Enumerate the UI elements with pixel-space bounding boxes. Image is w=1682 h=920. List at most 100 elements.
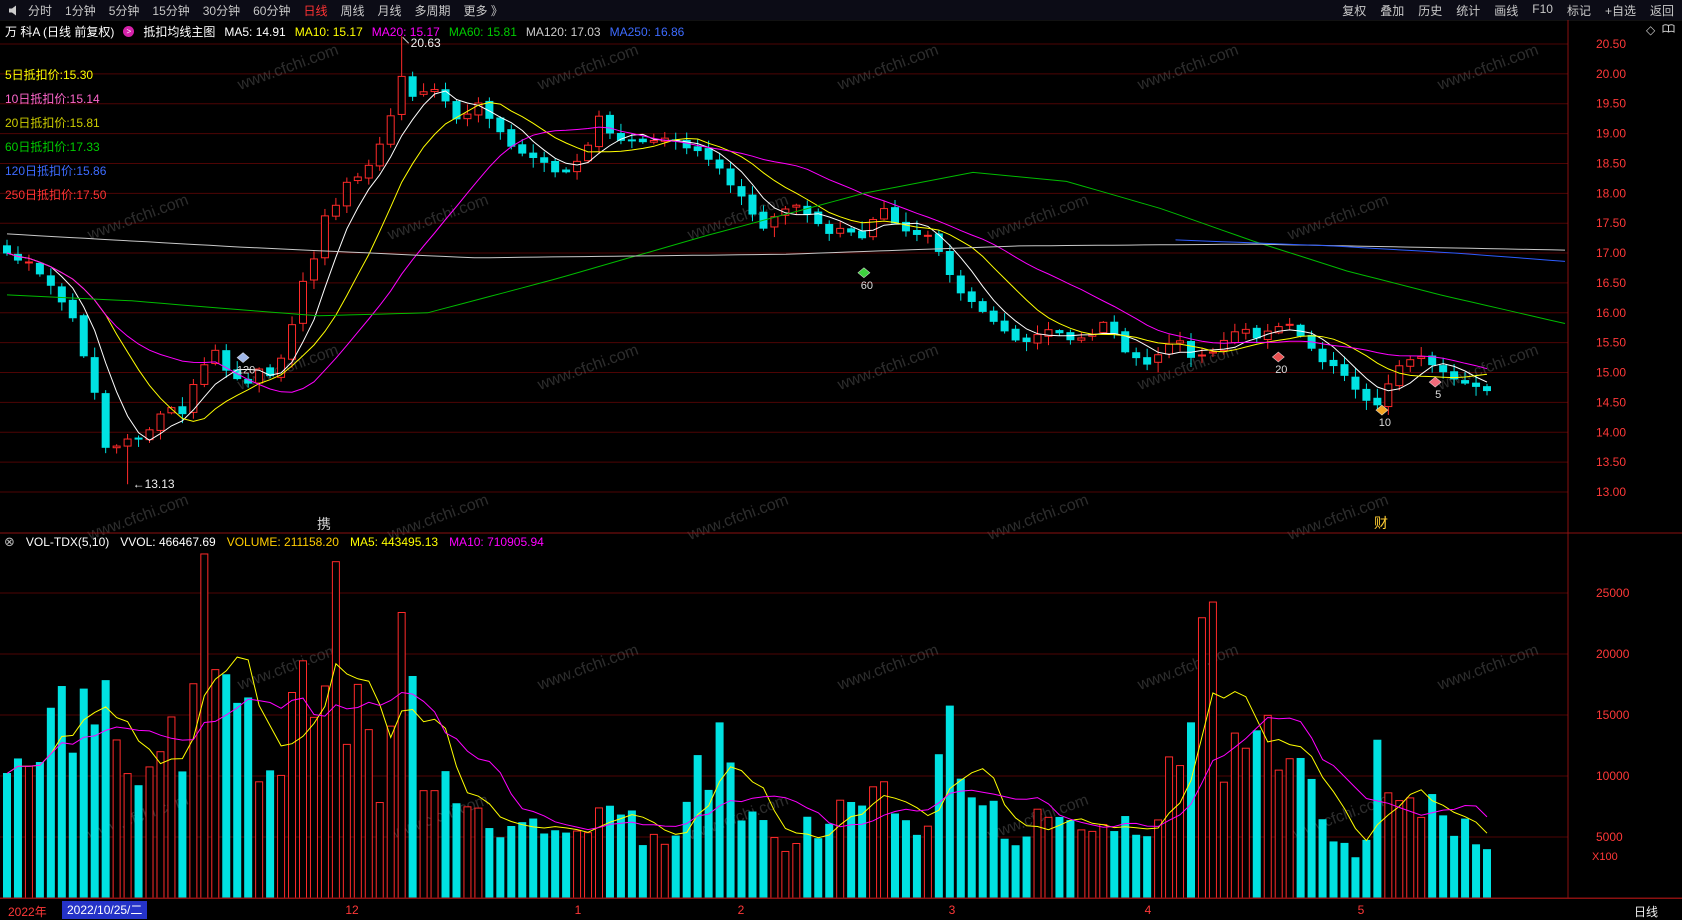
svg-text:www.cfchi.com: www.cfchi.com [985, 192, 1091, 245]
svg-text:www.cfchi.com: www.cfchi.com [835, 342, 941, 395]
stray-char-right: 财 [1374, 515, 1388, 531]
ma20-value: MA20: 15.17 [371, 24, 440, 39]
btn-history[interactable]: 历史 [1418, 3, 1443, 18]
volume-header: ⊗ VOL-TDX(5,10) VVOL: 466467.69 VOLUME: … [4, 534, 555, 550]
diamond-icon[interactable]: ◇ [1646, 23, 1656, 37]
ma250-value: MA250: 16.86 [609, 24, 685, 39]
tab-1min[interactable]: 1分钟 [65, 3, 96, 18]
header-right-icons: ◇ [1646, 23, 1675, 37]
svg-text:60: 60 [861, 280, 873, 292]
tab-5min[interactable]: 5分钟 [108, 3, 140, 18]
ma-lines [6, 90, 1566, 842]
ma120-value: MA120: 17.03 [525, 24, 601, 39]
svg-text:www.cfchi.com: www.cfchi.com [1135, 42, 1241, 95]
svg-text:17.00: 17.00 [1596, 246, 1626, 260]
tab-weekly[interactable]: 周线 [340, 3, 365, 18]
svg-text:www.cfchi.com: www.cfchi.com [985, 492, 1091, 545]
volume-value: VOLUME: 211158.20 [226, 535, 339, 549]
svg-text:www.cfchi.com: www.cfchi.com [1285, 192, 1391, 245]
btn-back[interactable]: 返回 [1649, 3, 1674, 18]
svg-text:18.00: 18.00 [1596, 186, 1626, 200]
svg-text:www.cfchi.com: www.cfchi.com [685, 492, 791, 545]
svg-text:20.63: 20.63 [411, 36, 441, 50]
btn-mark[interactable]: 标记 [1566, 3, 1591, 18]
toolbar-right-group: 复权 叠加 历史 统计 画线 F10 标记 +自选 返回 [1328, 2, 1674, 19]
svg-text:www.cfchi.com: www.cfchi.com [535, 42, 641, 95]
svg-text:15.50: 15.50 [1596, 336, 1626, 350]
ma5-value: MA5: 14.91 [224, 24, 286, 39]
axis-labels: 20.50 20.00 19.50 19.00 18.50 18.00 17.50 17.00… [1596, 37, 1630, 844]
svg-text:14.00: 14.00 [1596, 425, 1626, 439]
selected-date[interactable]: 2022/10/25/二 [62, 901, 148, 919]
announcement-icon[interactable] [8, 5, 20, 16]
svg-text:10000: 10000 [1596, 769, 1630, 783]
btn-draw-line[interactable]: 画线 [1494, 3, 1519, 18]
svg-text:www.cfchi.com: www.cfchi.com [835, 642, 941, 695]
volume-bars[interactable] [3, 553, 1491, 899]
svg-text:20000: 20000 [1596, 647, 1630, 661]
month-label: 4 [1144, 903, 1152, 917]
svg-text:20: 20 [1275, 364, 1287, 376]
book-icon[interactable] [1662, 23, 1675, 37]
indicator-name[interactable]: 抵扣均线主图 [143, 25, 216, 39]
volume-indicator-name[interactable]: VOL-TDX(5,10) [25, 535, 110, 549]
timeline-bar: 2022年 2022/10/25/二 12 1 2 3 4 5 日线 [0, 898, 1682, 920]
svg-text:www.cfchi.com: www.cfchi.com [385, 192, 491, 245]
stock-title: 万 科A (日线 前复权) [5, 25, 115, 39]
deduction-120d: 120日抵扣价:15.86 [5, 164, 107, 178]
month-label: 5 [1357, 903, 1365, 917]
month-label: 12 [345, 903, 359, 917]
tab-minute-chart[interactable]: 分时 [28, 3, 53, 18]
svg-text:www.cfchi.com: www.cfchi.com [835, 42, 941, 95]
btn-overlay[interactable]: 叠加 [1380, 3, 1405, 18]
price-annotations: 20.63 ←13.13 [133, 36, 441, 491]
svg-text:20.00: 20.00 [1596, 67, 1626, 81]
tab-monthly[interactable]: 月线 [377, 3, 402, 18]
svg-text:13.50: 13.50 [1596, 455, 1626, 469]
top-toolbar: 分时 1分钟 5分钟 15分钟 30分钟 60分钟 日线 周线 月线 多周期 更… [0, 0, 1682, 20]
btn-add-watchlist[interactable]: +自选 [1604, 3, 1636, 18]
tab-60min[interactable]: 60分钟 [253, 3, 291, 18]
svg-text:5: 5 [1435, 389, 1441, 401]
vol-ma5-value: MA5: 443495.13 [349, 535, 439, 549]
svg-text:14.50: 14.50 [1596, 395, 1626, 409]
deduction-5d: 5日抵扣价:15.30 [5, 68, 94, 82]
indicator-cycle-icon[interactable]: > [123, 26, 135, 37]
vol-ma10-value: MA10: 710905.94 [449, 535, 544, 549]
tab-daily[interactable]: 日线 [303, 3, 328, 18]
ma60-value: MA60: 15.81 [448, 24, 517, 39]
tab-multi-period[interactable]: 多周期 [414, 3, 451, 18]
ma10-value: MA10: 15.17 [294, 24, 363, 39]
volume-unit-label: X100 [1592, 851, 1618, 863]
deduction-price-labels: 5日抵扣价:15.30 10日抵扣价:15.14 20日抵扣价:15.81 60… [5, 63, 106, 207]
frame-lines [0, 19, 1682, 899]
stray-char-left: 携 [317, 516, 331, 532]
tab-more[interactable]: 更多 》 [463, 3, 503, 18]
svg-text:5000: 5000 [1596, 830, 1623, 844]
vvol-value: VVOL: 466467.69 [120, 535, 216, 549]
svg-text:20.50: 20.50 [1596, 37, 1626, 51]
year-label: 2022年 [8, 905, 47, 919]
svg-text:120: 120 [237, 365, 255, 377]
tab-30min[interactable]: 30分钟 [202, 3, 241, 18]
tab-15min[interactable]: 15分钟 [152, 3, 190, 18]
svg-text:www.cfchi.com: www.cfchi.com [535, 342, 641, 395]
svg-text:13.00: 13.00 [1596, 485, 1626, 499]
svg-text:16.50: 16.50 [1596, 276, 1626, 290]
btn-adjust[interactable]: 复权 [1342, 3, 1367, 18]
svg-text:10: 10 [1379, 417, 1391, 429]
chart-header: 万 科A (日线 前复权) > 抵扣均线主图 MA5: 14.91 MA10: … [5, 23, 693, 40]
svg-text:19.00: 19.00 [1596, 127, 1626, 141]
svg-text:←13.13: ←13.13 [133, 477, 175, 491]
deduction-60d: 60日抵扣价:17.33 [5, 140, 100, 154]
collapse-indicator-icon[interactable]: ⊗ [4, 534, 15, 549]
deduction-250d: 250日抵扣价:17.50 [5, 188, 107, 202]
svg-text:16.00: 16.00 [1596, 306, 1626, 320]
btn-statistics[interactable]: 统计 [1456, 3, 1481, 18]
month-label: 3 [948, 903, 956, 917]
deduction-20d: 20日抵扣价:15.81 [5, 116, 100, 130]
svg-text:25000: 25000 [1596, 586, 1630, 600]
btn-f10[interactable]: F10 [1532, 1, 1553, 16]
